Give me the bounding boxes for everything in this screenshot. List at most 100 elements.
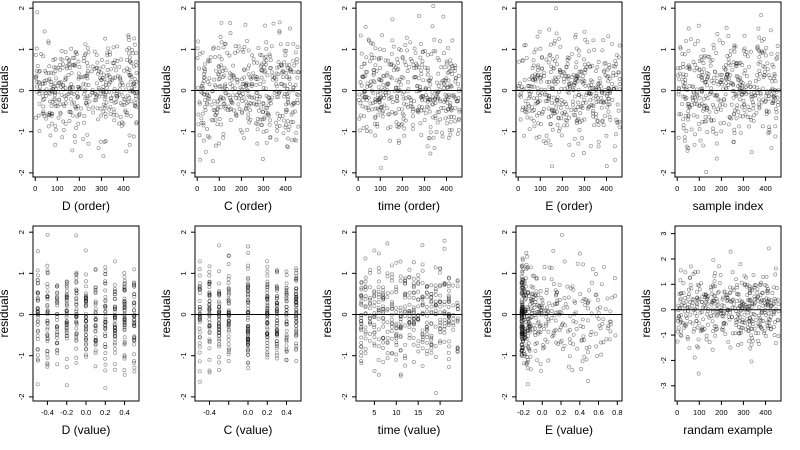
data-point — [401, 75, 406, 80]
data-point — [426, 105, 431, 110]
data-point — [213, 117, 218, 122]
data-point — [403, 304, 408, 309]
data-point — [245, 66, 250, 71]
data-point — [686, 48, 691, 53]
data-point — [451, 92, 456, 97]
data-point — [112, 110, 117, 115]
data-point — [529, 116, 534, 121]
data-point — [420, 268, 425, 273]
data-point — [594, 69, 598, 74]
data-point — [50, 112, 55, 117]
data-point — [62, 104, 67, 109]
data-point — [284, 314, 289, 319]
data-point — [61, 119, 66, 124]
data-point — [527, 127, 532, 132]
data-point — [134, 91, 139, 96]
data-point — [588, 98, 593, 103]
data-point — [245, 127, 250, 132]
data-point — [363, 275, 368, 280]
data-point — [368, 285, 372, 290]
x-tick-label: 200 — [715, 184, 728, 193]
data-point — [411, 114, 415, 119]
data-point — [543, 141, 548, 146]
data-point — [592, 123, 597, 128]
y-axis-label: residuals — [0, 289, 11, 337]
data-point — [420, 328, 425, 333]
data-point — [528, 84, 533, 88]
data-point — [600, 321, 605, 326]
data-point — [420, 363, 425, 368]
data-point — [294, 359, 299, 363]
data-point — [38, 84, 43, 89]
data-point — [109, 67, 113, 72]
data-point — [365, 70, 370, 74]
data-point — [417, 14, 421, 18]
data-point — [378, 97, 383, 102]
data-point — [111, 107, 116, 112]
data-point — [572, 107, 577, 112]
data-point — [76, 84, 81, 89]
data-point — [694, 314, 699, 319]
data-point — [84, 100, 89, 105]
data-point — [361, 74, 366, 79]
data-point — [776, 103, 780, 108]
data-point — [237, 96, 241, 101]
data-point — [373, 133, 378, 138]
data-point — [226, 337, 231, 342]
data-point — [419, 95, 424, 100]
data-point — [586, 350, 590, 355]
data-point — [103, 82, 108, 87]
data-point — [377, 99, 382, 104]
data-point — [254, 121, 258, 126]
data-point — [219, 122, 224, 127]
x-axis-label: D (value) — [62, 423, 111, 437]
data-point — [739, 341, 744, 346]
data-point — [199, 120, 204, 125]
data-point — [574, 108, 578, 113]
data-point — [574, 76, 579, 81]
data-point — [262, 56, 267, 61]
data-point — [385, 106, 390, 111]
x-tick-label: 0.2 — [262, 408, 272, 417]
data-point — [49, 111, 54, 116]
data-point — [217, 97, 222, 102]
data-point — [438, 293, 443, 298]
data-point — [535, 68, 540, 73]
y-tick-label: 2 — [500, 230, 509, 234]
data-point — [121, 121, 126, 126]
data-point — [424, 305, 429, 309]
data-point — [222, 101, 227, 106]
data-point — [587, 288, 592, 293]
data-point — [361, 97, 365, 102]
data-point — [451, 66, 456, 71]
data-point — [695, 114, 700, 119]
y-axis-label: residuals — [480, 65, 494, 113]
data-point — [360, 74, 365, 79]
data-point — [34, 46, 39, 51]
data-point — [560, 102, 565, 106]
data-point — [227, 75, 232, 80]
data-point — [284, 273, 289, 278]
data-point — [382, 103, 387, 108]
data-point — [113, 259, 117, 264]
data-point — [614, 73, 619, 78]
data-point — [613, 64, 618, 69]
y-tick-label: 0 — [659, 88, 668, 92]
data-point — [132, 42, 137, 47]
data-point — [228, 98, 233, 103]
data-point — [390, 275, 394, 280]
data-point — [205, 127, 209, 131]
data-point — [425, 72, 430, 77]
data-point — [272, 75, 277, 80]
data-point — [63, 75, 68, 80]
data-point — [610, 98, 615, 103]
data-point — [64, 357, 69, 361]
data-point — [363, 351, 368, 356]
data-point — [212, 45, 216, 50]
data-point — [376, 372, 381, 377]
data-point — [276, 60, 281, 65]
data-point — [533, 72, 538, 77]
data-point — [293, 50, 298, 55]
data-point — [264, 58, 269, 63]
